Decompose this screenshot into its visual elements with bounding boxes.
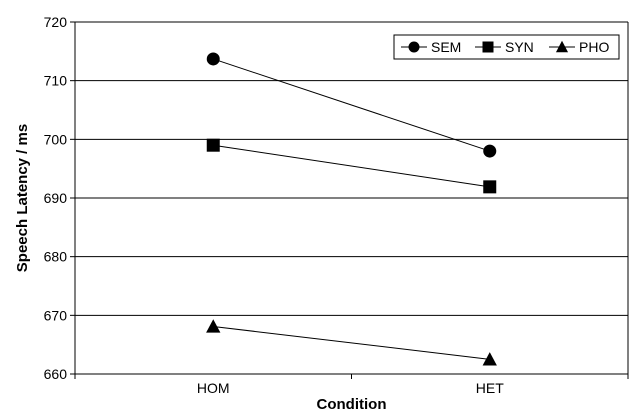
series-pho <box>206 319 497 366</box>
data-point-circle <box>483 144 497 158</box>
series-syn <box>206 138 497 194</box>
y-tick-label: 720 <box>44 14 68 30</box>
series-line <box>213 144 490 188</box>
y-tick-label: 680 <box>44 249 68 265</box>
legend-label: PHO <box>579 39 609 55</box>
legend-box <box>393 34 620 60</box>
legend-marker-square <box>482 41 494 53</box>
series-line <box>213 325 490 360</box>
series-line <box>213 58 490 152</box>
legend-item-pho: PHO <box>549 39 609 55</box>
series-sem <box>206 52 497 158</box>
data-point-circle <box>206 52 220 66</box>
legend-item-sem: SEM <box>401 39 461 55</box>
y-tick-label: 710 <box>44 73 68 89</box>
y-tick-label: 700 <box>44 131 68 147</box>
x-tick-label: HOM <box>197 380 230 396</box>
legend: SEM SYN PHO <box>393 34 620 60</box>
y-tick-label: 660 <box>44 366 68 382</box>
y-tick-label: 670 <box>44 307 68 323</box>
y-axis-title: Speech Latency / ms <box>14 124 31 272</box>
legend-marker-triangle <box>555 40 569 53</box>
legend-label: SYN <box>505 39 534 55</box>
legend-item-syn: SYN <box>475 39 534 55</box>
y-axis-ticks: 660 670 680 690 700 710 720 <box>44 14 75 382</box>
y-tick-label: 690 <box>44 190 68 206</box>
series-group <box>206 52 497 366</box>
x-axis-ticks: HOM HET <box>74 374 629 396</box>
data-point-square <box>206 138 220 152</box>
x-tick-label: HET <box>476 380 504 396</box>
data-point-triangle <box>206 319 221 333</box>
legend-label: SEM <box>431 39 461 55</box>
x-axis-title: Condition <box>317 396 387 412</box>
legend-marker-circle <box>408 41 420 53</box>
gridlines <box>75 21 628 316</box>
data-point-square <box>483 180 497 194</box>
data-point-triangle <box>482 352 497 366</box>
